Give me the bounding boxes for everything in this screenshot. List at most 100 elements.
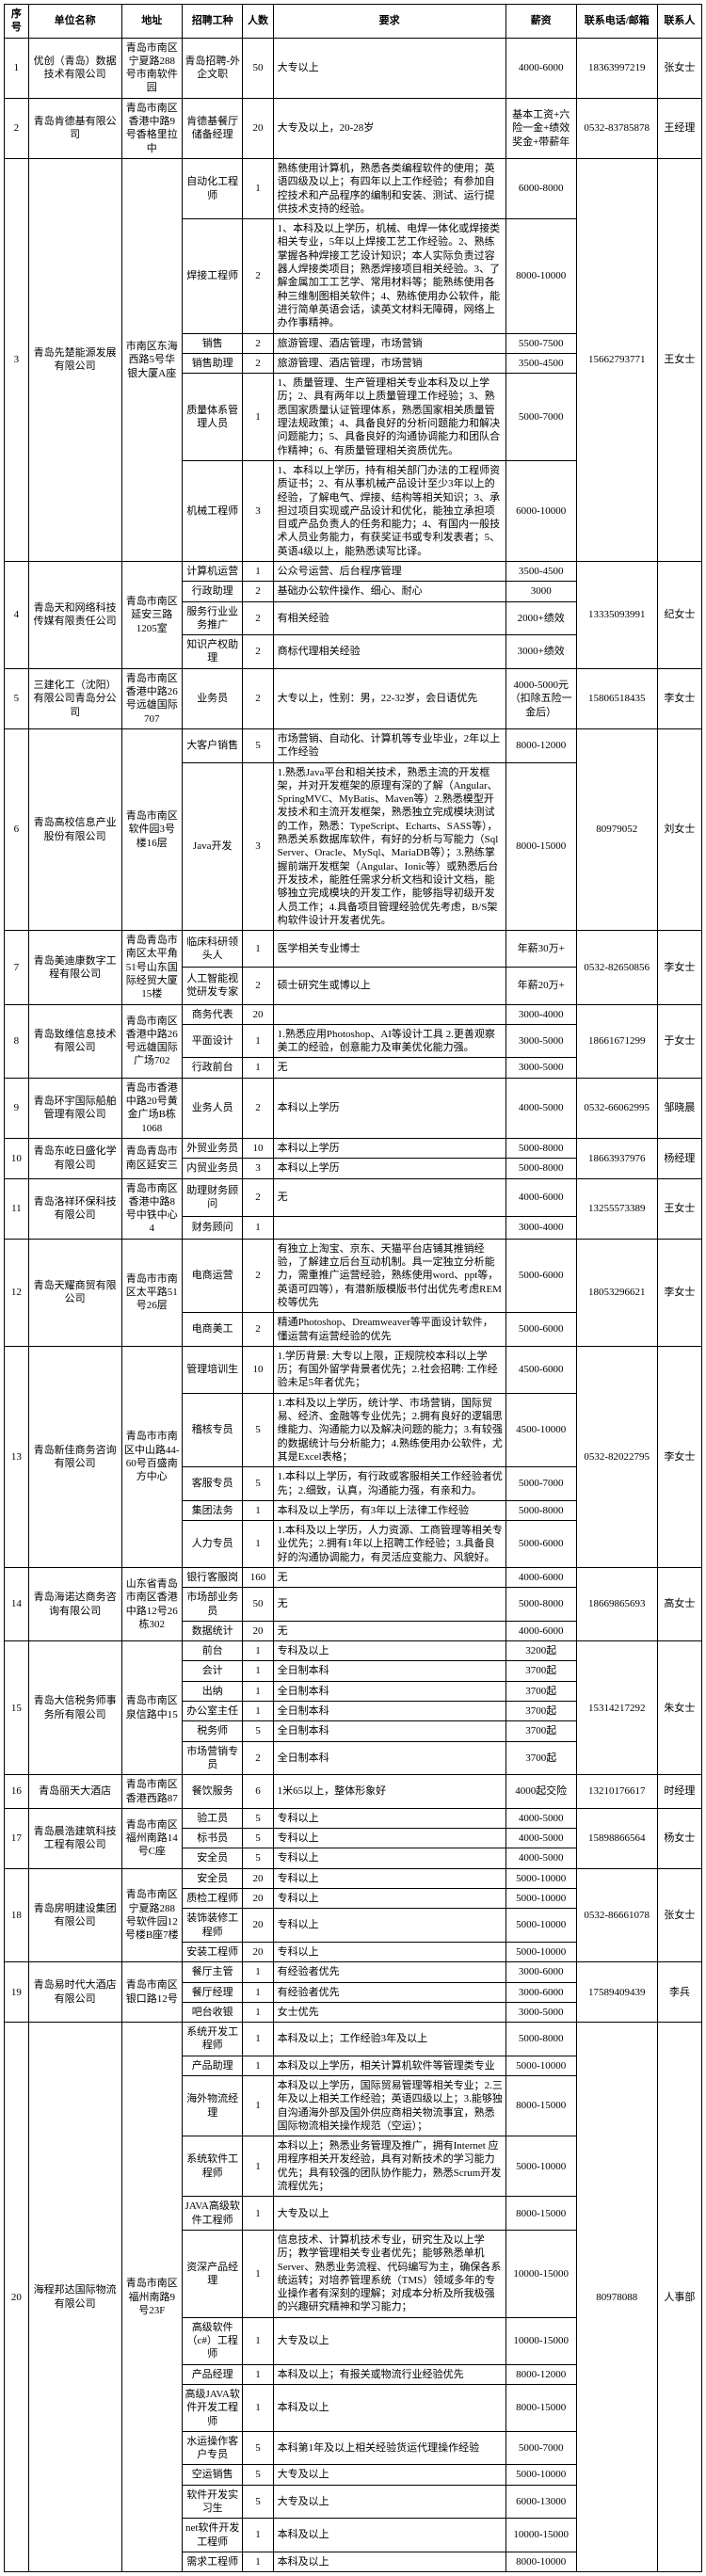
cell-sal: 3000-5000 [505,1024,576,1058]
cell-job: 助理财务顾问 [182,1178,242,1216]
cell-sal: 3000-4000 [505,1216,576,1239]
cell-num: 5 [243,2485,273,2519]
cell-job: 稽核专员 [182,1393,242,1466]
cell-sal: 5500-7500 [505,333,576,353]
cell-org: 青岛高校信息产业股份有限公司 [28,728,121,930]
cell-sal: 4000-5000 [505,1078,576,1138]
cell-tel: 13255573389 [576,1178,657,1239]
cell-job: 市场营销专员 [182,1741,242,1775]
cell-idx: 6 [5,728,29,930]
cell-job: 大客户销售 [182,728,242,762]
cell-num: 1 [243,2384,273,2431]
cell-sal: 5000-7000 [505,1467,576,1501]
cell-job: 自动化工程师 [182,158,242,218]
cell-num: 3 [243,460,273,561]
cell-num: 5 [243,1848,273,1868]
cell-num: 2 [243,353,273,373]
cell-req: 大专及以上 [273,2317,505,2364]
cell-num: 2 [243,635,273,669]
cell-addr: 青岛市南区银口路12号 [121,1962,182,2023]
cell-job: 客服专员 [182,1467,242,1501]
cell-req: 市场营销、自动化、计算机等专业毕业，2年以上工作经验 [273,728,505,762]
cell-job: 商务代表 [182,1004,242,1024]
h-num: 人数 [243,5,273,39]
cell-num: 2 [243,1741,273,1775]
cell-num: 20 [243,1004,273,1024]
cell-addr: 青岛市南区泉信路中15 [121,1641,182,1775]
cell-num: 2 [243,1078,273,1138]
cell-idx: 1 [5,38,29,98]
cell-num: 1 [243,1058,273,1078]
cell-job: 知识产权助理 [182,635,242,669]
cell-tel: 13335093991 [576,561,657,668]
cell-org: 青岛海诺达商务咨询有限公司 [28,1567,121,1640]
cell-sal: 3000-5000 [505,2002,576,2022]
cell-req: 熟练使用计算机，熟悉各类编程软件的使用；英语四级及以上；有四年以上工作经验；有参… [273,158,505,218]
cell-req: 本科及以上学历，有3年以上法律工作经验 [273,1500,505,1520]
cell-req: 基础办公软件操作、细心、耐心 [273,582,505,601]
cell-contact: 王经理 [657,98,701,158]
cell-job: 银行客服岗 [182,1567,242,1587]
table-row: 12青岛天耀商贸有限公司青岛市市南区太平路51号26层电商运营2有独立上淘宝、京… [5,1239,702,1312]
cell-job: 财务顾问 [182,1216,242,1239]
cell-req: 1.熟悉应用Photoshop、AI等设计工具 2.更善观察美工的经验，创意能力… [273,1024,505,1058]
cell-contact: 杨经理 [657,1138,701,1178]
cell-org: 青岛环宇国际船舶管理有限公司 [28,1078,121,1138]
cell-tel: 18661671299 [576,1004,657,1078]
cell-sal: 5000-10000 [505,1942,576,1961]
cell-job: 税务师 [182,1721,242,1741]
cell-req: 专科以上 [273,1808,505,1828]
cell-num: 1 [243,2056,273,2075]
cell-tel: 80979052 [576,728,657,930]
cell-job: net软件开发工程师 [182,2519,242,2552]
h-sal: 薪资 [505,5,576,39]
cell-num: 1 [243,1500,273,1520]
cell-org: 青岛大信税务师事务所有限公司 [28,1641,121,1775]
cell-org: 青岛天耀商贸有限公司 [28,1239,121,1346]
cell-sal: 5000-10000 [505,2136,576,2197]
cell-org: 青岛丽天大酒店 [28,1775,121,1809]
cell-req: 本科及以上；有报关或物流行业经验优先 [273,2364,505,2384]
cell-req: 本科以上；熟悉业务管理及推广，拥有Internet 应用程序相关开发经验，具有对… [273,2136,505,2197]
cell-req: 全日制本科 [273,1721,505,1741]
cell-req: 本科第1年及以上相关经验货运代理操作经验 [273,2431,505,2465]
cell-job: 系统开发工程师 [182,2023,242,2056]
cell-num: 2 [243,1313,273,1347]
cell-sal: 3500-4500 [505,353,576,373]
cell-org: 青岛天和网络科技传媒有限责任公司 [28,561,121,668]
cell-addr: 青岛市南区软件园3号楼16层 [121,728,182,930]
cell-addr: 青岛市南区延安三路1205室 [121,561,182,668]
cell-num: 1 [243,1962,273,1982]
cell-job: 空运销售 [182,2465,242,2485]
cell-idx: 16 [5,1775,29,1809]
cell-req: 信息技术、计算机技术专业，研究生及以上学历；教学管理相关专业者优先；能够熟悉单机… [273,2230,505,2317]
cell-num: 1 [243,1641,273,1661]
cell-job: 产品经理 [182,2364,242,2384]
h-addr: 地址 [121,5,182,39]
cell-job: 装饰装修工程师 [182,1909,242,1943]
cell-sal: 3700起 [505,1661,576,1681]
cell-sal: 5000-7000 [505,374,576,461]
cell-num: 10 [243,1138,273,1158]
table-row: 18青岛房明建设集团有限公司青岛市南区宁夏路288号软件园12号楼B座7楼安全员… [5,1868,702,1888]
cell-req: 精通Photoshop、Dreamweaver等平面设计软件，懂运营有运营经验的… [273,1313,505,1347]
cell-sal: 8000-10000 [505,2552,576,2571]
cell-idx: 8 [5,1004,29,1078]
cell-req: 医学相关专业博士 [273,931,505,968]
cell-sal: 6000-10000 [505,460,576,561]
cell-req: 本科以上学历 [273,1138,505,1158]
cell-addr: 青岛市南区香港中路26号远雄国际707 [121,668,182,728]
cell-req: 公众号运营、后台程序管理 [273,561,505,581]
cell-job: 系统软件工程师 [182,2136,242,2197]
cell-addr: 青岛市南区宁夏路288号软件园12号楼B座7楼 [121,1868,182,1961]
cell-sal: 年薪30万+ [505,931,576,968]
cell-addr: 青岛市南区香港中路9号香格里拉中 [121,98,182,158]
table-row: 8青岛致维信息技术有限公司青岛市南区香港中路26号远雄国际广场702商务代表20… [5,1004,702,1024]
cell-tel: 15898866564 [576,1808,657,1868]
cell-num: 1 [243,2076,273,2136]
cell-idx: 2 [5,98,29,158]
cell-job: 青岛招聘-外企文职 [182,38,242,98]
cell-sal: 5000-6000 [505,1521,576,1568]
cell-job: 计算机运营 [182,561,242,581]
h-cont: 联系人 [657,5,701,39]
